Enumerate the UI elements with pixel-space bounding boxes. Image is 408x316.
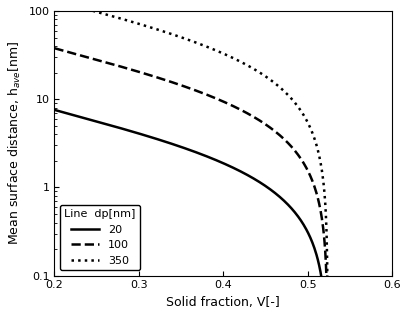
Line: 350: 350	[54, 0, 392, 316]
Legend: 20, 100, 350: 20, 100, 350	[60, 204, 140, 270]
Line: 20: 20	[54, 110, 392, 316]
350	[235, 58, 239, 62]
20	[235, 168, 239, 172]
350	[213, 48, 217, 52]
20	[52, 108, 57, 112]
20	[253, 178, 258, 181]
20	[215, 159, 220, 162]
X-axis label: Solid fraction, V[-]: Solid fraction, V[-]	[166, 296, 280, 309]
100	[52, 46, 57, 50]
100	[253, 116, 258, 120]
350	[52, 0, 57, 2]
350	[215, 49, 220, 53]
Line: 100: 100	[54, 48, 392, 316]
350	[253, 68, 258, 72]
100	[213, 96, 217, 100]
100	[235, 106, 239, 110]
Y-axis label: Mean surface distance, h$_{ave}$[nm]: Mean surface distance, h$_{ave}$[nm]	[7, 41, 23, 246]
100	[215, 97, 220, 101]
20	[213, 158, 217, 161]
